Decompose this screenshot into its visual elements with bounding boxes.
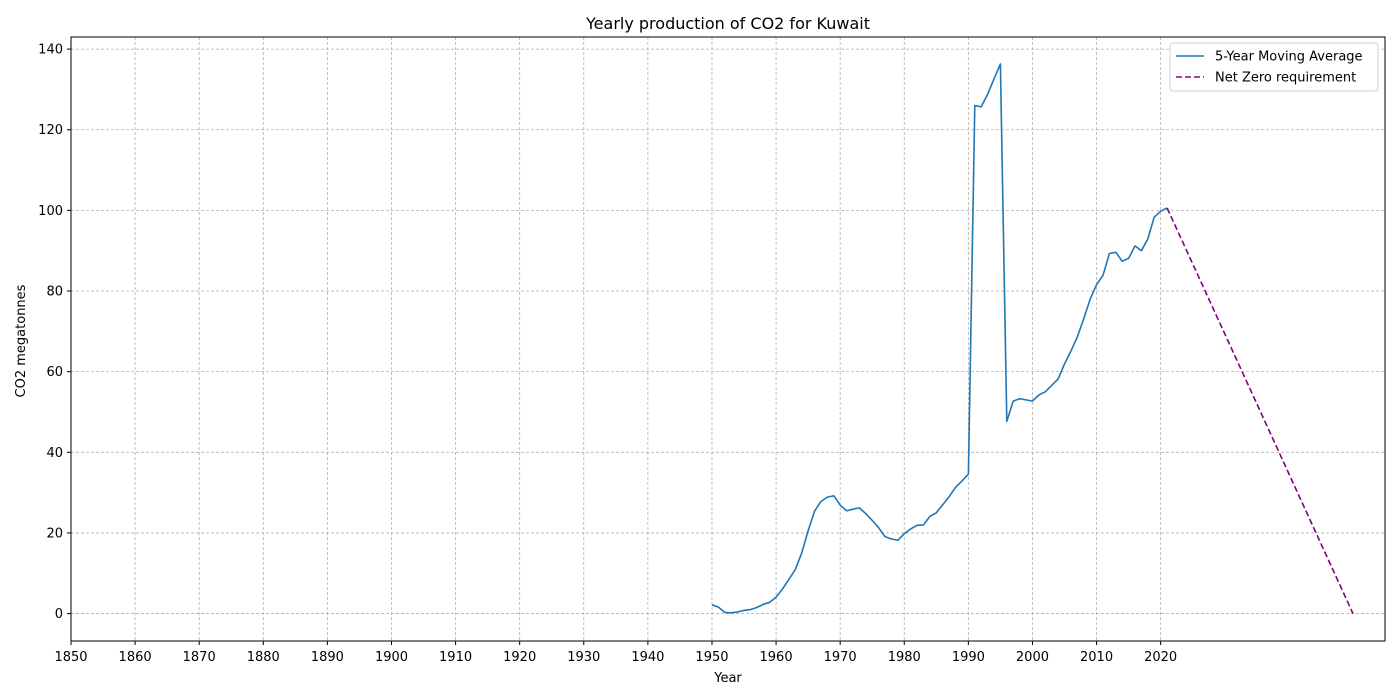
x-tick-label: 2000 [1016,650,1049,665]
y-axis-label: CO2 megatonnes [14,284,29,397]
legend-label: Net Zero requirement [1215,71,1356,86]
x-tick-label: 1860 [119,650,152,665]
y-tick-label: 40 [46,446,63,461]
y-tick-label: 60 [46,365,63,380]
y-tick-label: 120 [38,123,63,138]
x-tick-label: 1900 [375,650,408,665]
x-tick-label: 1880 [247,650,280,665]
chart-title: Yearly production of CO2 for Kuwait [585,14,870,33]
x-tick-label: 2020 [1144,650,1177,665]
x-axis-label: Year [713,671,742,686]
legend-box [1169,42,1379,92]
y-tick-label: 100 [38,204,63,219]
y-tick-label: 80 [46,285,63,300]
x-tick-label: 1980 [888,650,921,665]
y-tick-label: 20 [46,526,63,541]
x-tick-label: 2010 [1080,650,1113,665]
grid-lines [70,37,1385,641]
plot-lines [711,63,1354,614]
x-tick-label: 1990 [952,650,985,665]
axes-frame [70,36,1386,642]
legend: 5-Year Moving Average Net Zero requiremen… [1169,42,1379,92]
x-tick-label: 1850 [54,650,87,665]
series-line-moving-average [711,63,1168,614]
x-tick-label: 1870 [183,650,216,665]
x-tick-label: 1950 [695,650,728,665]
x-tick-label: 1890 [311,650,344,665]
series-line-net-zero [1166,207,1354,614]
legend-label: 5-Year Moving Average [1215,50,1363,65]
y-axis-ticks: 0 20 40 60 80 100 120 140 [38,43,71,622]
x-tick-label: 1960 [760,650,793,665]
x-tick-label: 1920 [503,650,536,665]
y-tick-label: 0 [55,607,63,622]
x-tick-label: 1930 [567,650,600,665]
x-tick-label: 1940 [631,650,664,665]
y-tick-label: 140 [38,43,63,58]
x-axis-ticks: 1850 1860 1870 1880 1890 1900 1910 1920 1930 1940… [54,641,1177,665]
x-tick-label: 1970 [824,650,857,665]
x-tick-label: 1910 [439,650,472,665]
